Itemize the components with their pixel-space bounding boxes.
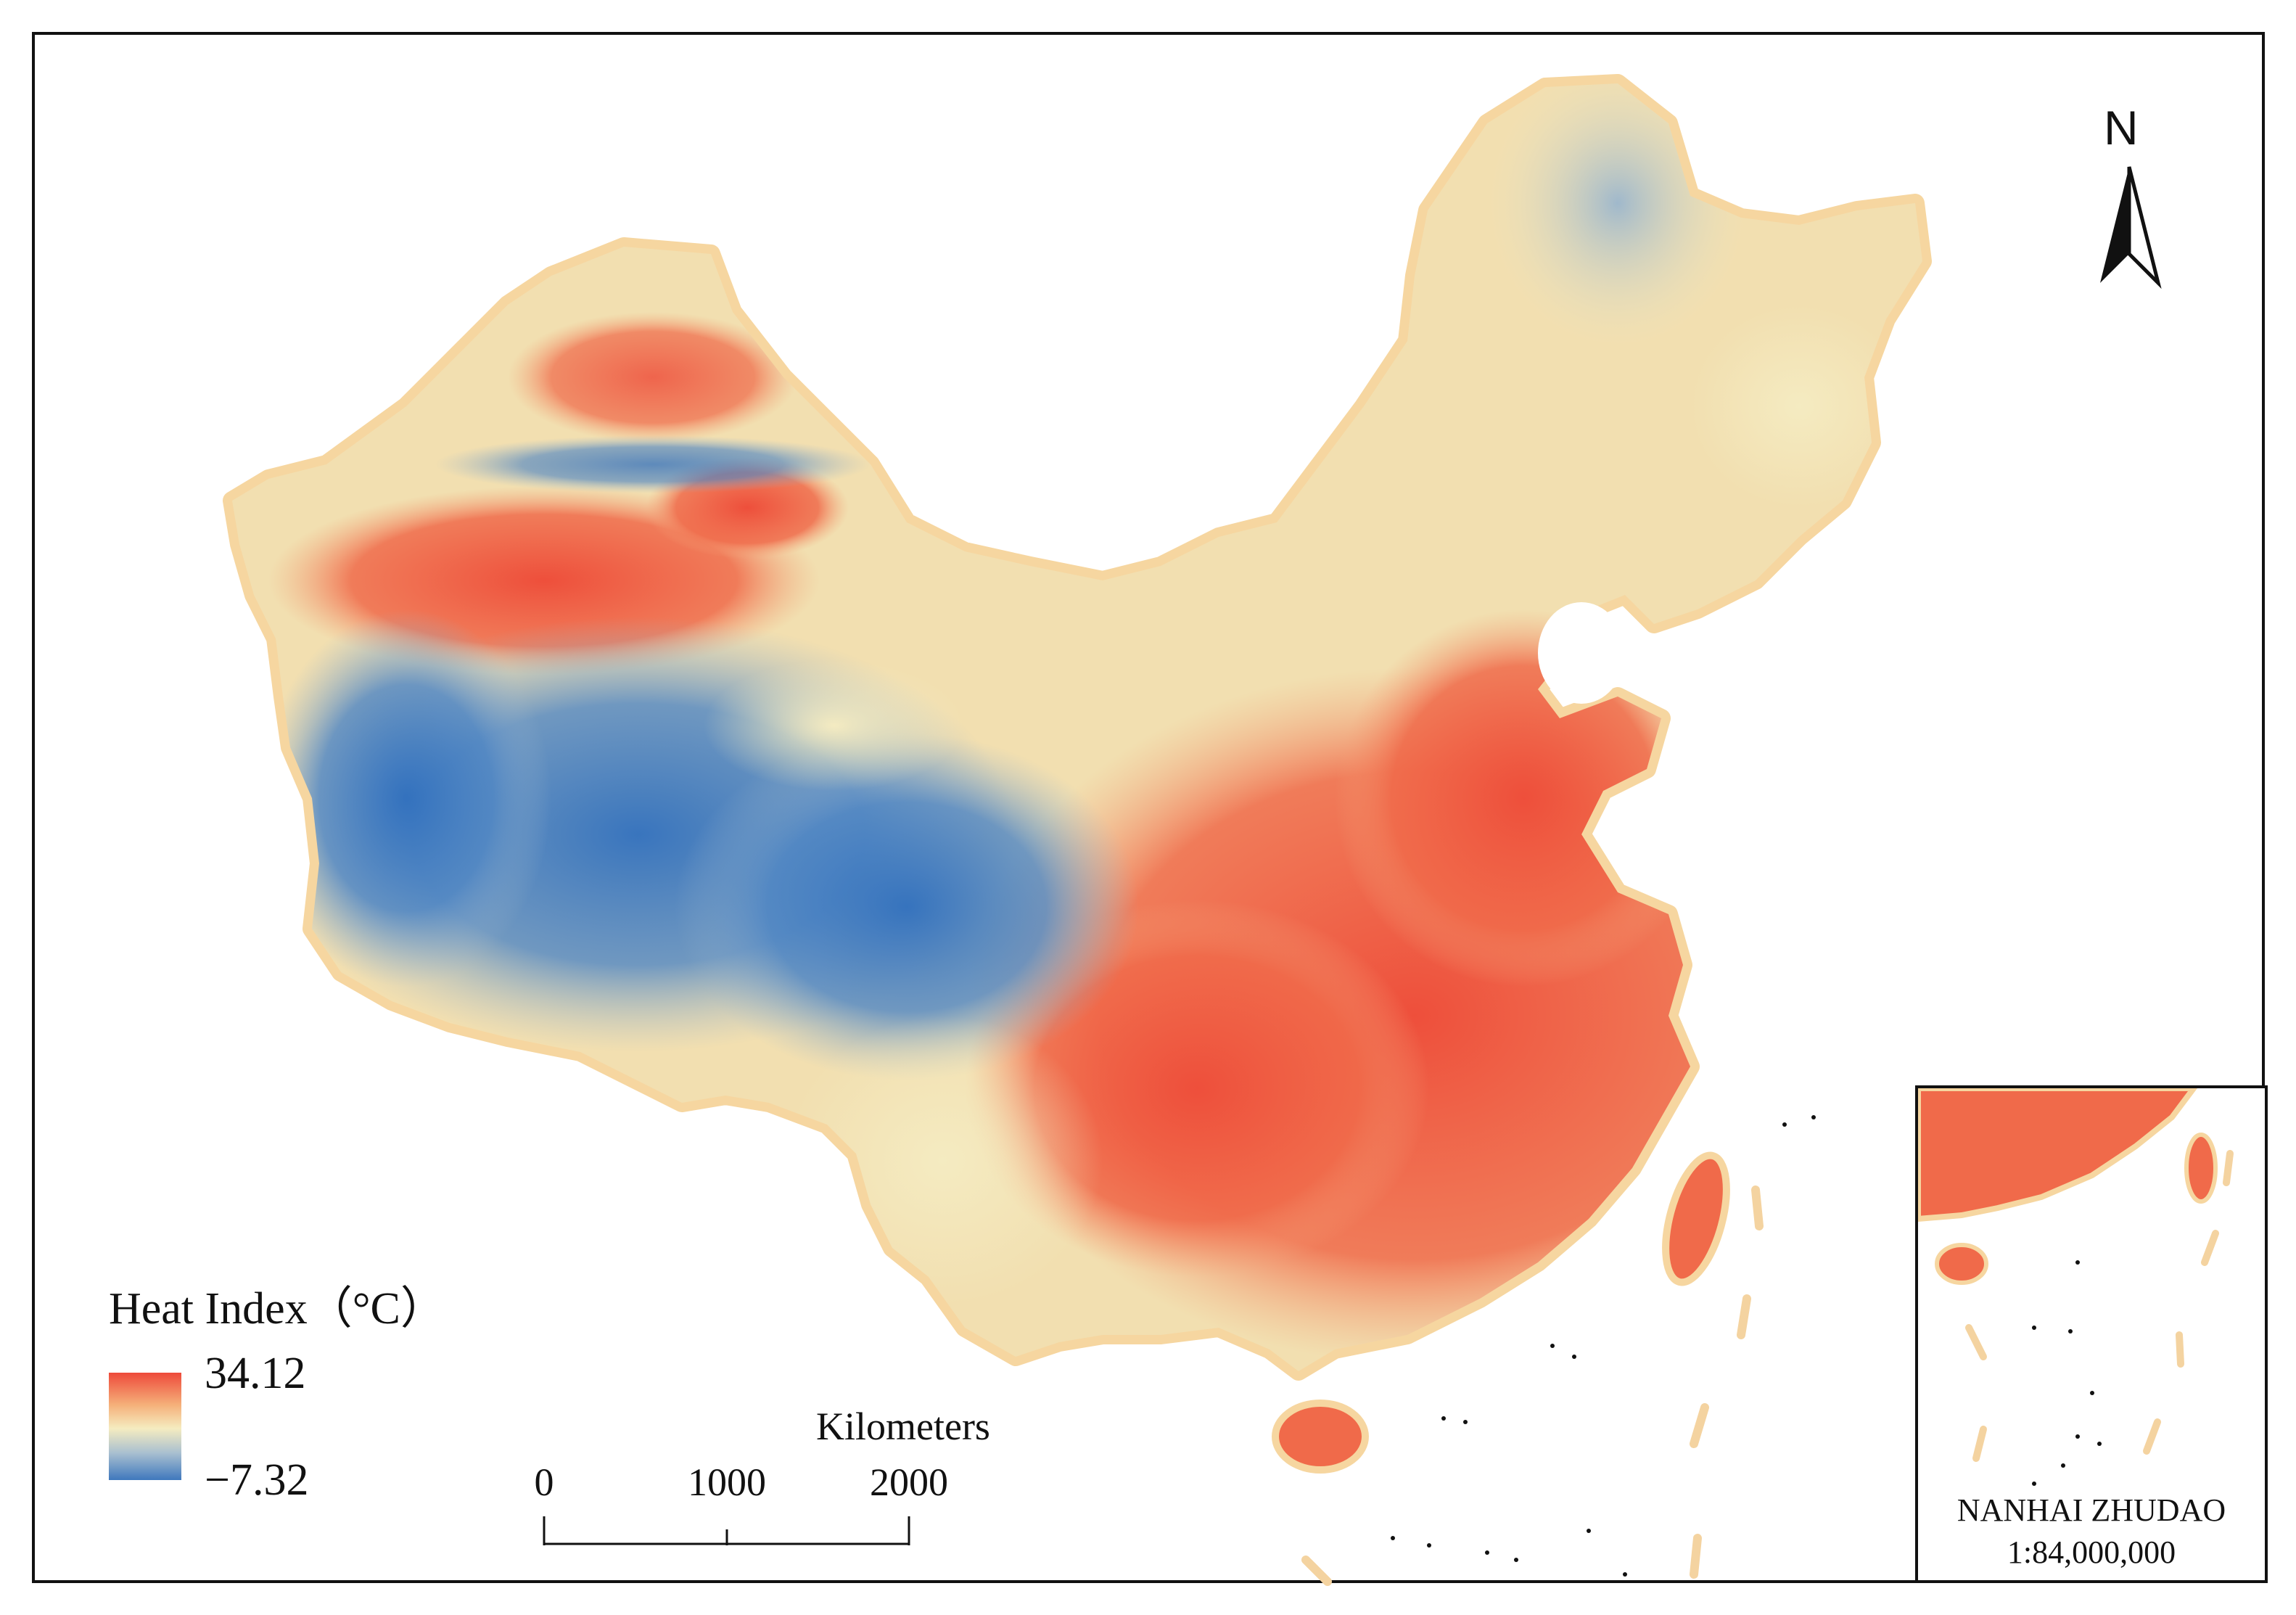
inset-taiwan <box>2184 1133 2218 1204</box>
legend-min-label: −7.32 <box>205 1455 309 1505</box>
legend-color-ramp <box>109 1373 181 1480</box>
small-islands <box>1391 1115 1816 1577</box>
bohai-sea <box>1538 602 1625 704</box>
north-arrow-icon <box>2100 166 2162 289</box>
scale-bar <box>543 1516 910 1545</box>
legend-max-label: 34.12 <box>205 1349 306 1398</box>
inset-map-graphic <box>1918 1088 2234 1486</box>
taiwan-island <box>1662 1151 1730 1286</box>
hainan-island <box>1272 1400 1369 1474</box>
maritime-boundary <box>1301 1185 1764 1586</box>
inset-hainan <box>1935 1243 1988 1285</box>
scale-unit-label: Kilometers <box>816 1405 990 1448</box>
inset-title: NANHAI ZHUDAO <box>1956 1492 2226 1528</box>
scale-tick-label: 0 <box>534 1460 554 1504</box>
inset-mainland <box>1918 1088 2197 1222</box>
inset-map: NANHAI ZHUDAO 1:84,000,000 <box>1915 1085 2268 1583</box>
scale-tick-label: 2000 <box>870 1460 948 1504</box>
north-label: N <box>2104 101 2139 155</box>
legend-title: Heat Index（°C） <box>109 1284 445 1333</box>
scale-tick-label: 1000 <box>688 1460 766 1504</box>
inset-scale: 1:84,000,000 <box>2007 1534 2176 1570</box>
